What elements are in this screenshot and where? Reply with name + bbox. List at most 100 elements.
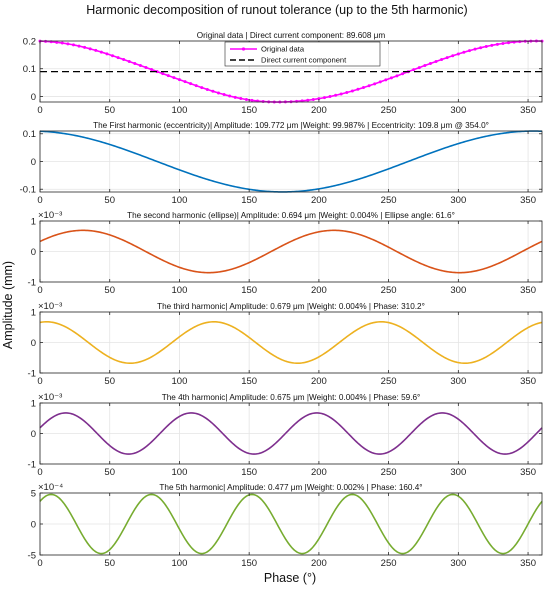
series-point-53 [334,93,338,97]
y-tick-label: 1 [31,216,36,227]
series-point-27 [189,82,193,86]
series-point-32 [216,91,220,95]
x-tick-label: 350 [520,195,536,206]
series-point-55 [345,91,349,95]
series-line-4-1 [39,320,543,365]
subplot-title: The 5th harmonic| Amplitude: 0.477 μm |W… [159,483,422,492]
x-tick-label: 350 [520,105,536,116]
y-tick-label: 0 [31,519,36,530]
series-point-49 [311,97,315,101]
series-point-34 [228,94,232,98]
series-point-37 [244,97,248,101]
x-tick-label: 350 [520,558,536,569]
legend-label-2: Direct current component [261,56,347,65]
series-point-52 [328,95,332,99]
series-point-84 [507,41,511,45]
x-tick-label: 0 [37,376,42,387]
x-tick-label: 100 [172,558,188,569]
legend-marker [241,47,246,51]
y-tick-label: 1 [31,398,36,409]
y-tick-label: -1 [28,277,36,288]
series-point-29 [200,86,204,90]
series-point-24 [172,76,176,80]
series-point-47 [300,99,304,103]
series-point-11 [99,50,103,54]
x-tick-label: 50 [104,467,115,478]
series-point-28 [194,84,198,88]
x-tick-label: 150 [241,467,257,478]
x-tick-label: 300 [450,285,466,296]
series-point-22 [161,72,165,76]
series-point-8 [83,45,87,49]
series-point-25 [177,78,181,82]
series-point-86 [518,40,522,44]
x-tick-label: 0 [37,105,42,116]
y-tick-label: 5 [31,488,36,499]
y-tick-label: 0 [31,247,36,258]
x-tick-label: 0 [37,195,42,206]
series-point-58 [362,86,366,90]
x-tick-label: 50 [104,285,115,296]
series-point-48 [306,98,310,102]
x-tick-label: 150 [241,195,257,206]
x-tick-label: 150 [241,285,257,296]
x-tick-label: 350 [520,285,536,296]
series-point-64 [395,74,399,78]
x-tick-label: 250 [381,195,397,206]
series-point-56 [350,89,354,93]
y-tick-label: -1 [28,368,36,379]
y-tick-label: -1 [28,459,36,470]
x-tick-label: 300 [450,558,466,569]
x-tick-label: 150 [241,105,257,116]
y-tick-label: 1 [31,307,36,318]
x-tick-label: 300 [450,195,466,206]
series-point-7 [77,44,81,48]
series-point-40 [261,99,265,103]
series-point-74 [451,54,455,58]
y-tick-label: -0.1 [20,185,36,196]
x-tick-label: 200 [311,376,327,387]
series-point-35 [233,95,237,99]
y-axis-label: Amplitude (mm) [1,261,15,349]
x-tick-label: 200 [311,195,327,206]
series-point-72 [440,58,444,62]
x-tick-label: 300 [450,467,466,478]
series-point-12 [105,52,109,56]
subplot-title: The 4th harmonic| Amplitude: 0.675 μm |W… [162,393,421,402]
subplot-title: Original data | Direct current component… [197,31,386,40]
series-point-75 [456,52,460,56]
series-point-81 [490,43,494,47]
y-tick-label: 0.2 [23,36,36,47]
y-exponent-label: ×10⁻³ [38,392,62,403]
x-tick-label: 50 [104,376,115,387]
x-tick-label: 300 [450,105,466,116]
series-point-3 [55,40,59,44]
series-point-78 [473,47,477,51]
x-tick-label: 0 [37,467,42,478]
x-tick-label: 200 [311,105,327,116]
x-tick-label: 250 [381,105,397,116]
series-point-20 [150,68,154,72]
series-point-33 [222,93,226,97]
y-tick-label: 0.1 [23,129,36,140]
x-tick-label: 250 [381,376,397,387]
y-tick-label: 0 [31,429,36,440]
x-tick-label: 150 [241,376,257,387]
series-point-1 [44,39,48,43]
series-point-5 [66,42,70,46]
x-tick-label: 250 [381,467,397,478]
x-tick-label: 100 [172,285,188,296]
series-point-71 [434,59,438,63]
series-point-23 [166,74,170,78]
x-tick-label: 200 [311,467,327,478]
legend-label-1: Original data [261,45,305,54]
series-point-51 [322,96,326,100]
series-point-14 [116,56,120,60]
series-point-30 [205,87,209,91]
x-tick-label: 50 [104,105,115,116]
